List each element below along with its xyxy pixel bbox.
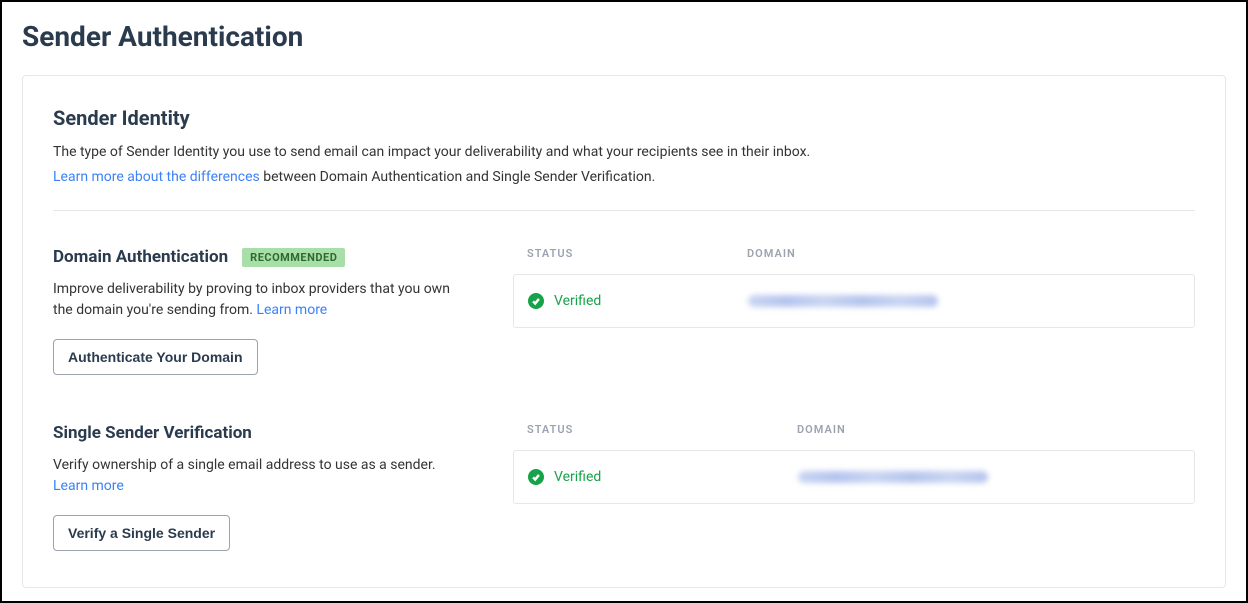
sender-identity-card: Sender Identity The type of Sender Ident… bbox=[22, 75, 1226, 588]
domain-auth-title: Domain Authentication bbox=[53, 247, 228, 267]
check-circle-icon bbox=[528, 469, 544, 485]
single-sender-learn-more-link[interactable]: Learn more bbox=[53, 478, 124, 494]
domain-header: DOMAIN bbox=[747, 247, 1181, 260]
recommended-badge: RECOMMENDED bbox=[242, 248, 345, 267]
table-row[interactable]: Verified bbox=[513, 450, 1195, 504]
domain-auth-learn-more-link[interactable]: Learn more bbox=[256, 302, 327, 318]
redacted-domain bbox=[748, 295, 938, 307]
table-header: STATUS DOMAIN bbox=[513, 247, 1195, 274]
status-text: Verified bbox=[554, 469, 601, 485]
single-sender-table: STATUS DOMAIN Verified bbox=[513, 423, 1195, 551]
verify-single-sender-button[interactable]: Verify a Single Sender bbox=[53, 515, 230, 551]
status-cell: Verified bbox=[528, 293, 748, 309]
single-sender-title: Single Sender Verification bbox=[53, 423, 252, 443]
authenticate-domain-button[interactable]: Authenticate Your Domain bbox=[53, 339, 258, 375]
domain-auth-table: STATUS DOMAIN Verified bbox=[513, 247, 1195, 375]
status-text: Verified bbox=[554, 293, 601, 309]
domain-cell bbox=[798, 471, 1180, 483]
domain-header: DOMAIN bbox=[797, 423, 1181, 436]
single-sender-row: Single Sender Verification Verify owners… bbox=[53, 423, 1195, 551]
table-row[interactable]: Verified bbox=[513, 274, 1195, 328]
intro-suffix: between Domain Authentication and Single… bbox=[260, 169, 656, 185]
sender-identity-title: Sender Identity bbox=[53, 106, 1195, 130]
table-header: STATUS DOMAIN bbox=[513, 423, 1195, 450]
sender-identity-intro2: Learn more about the differences between… bbox=[53, 167, 1195, 188]
status-header: STATUS bbox=[527, 423, 797, 436]
learn-differences-link[interactable]: Learn more about the differences bbox=[53, 169, 260, 185]
single-sender-desc: Verify ownership of a single email addre… bbox=[53, 455, 473, 497]
page-title: Sender Authentication bbox=[22, 20, 1226, 53]
domain-cell bbox=[748, 295, 1180, 307]
status-header: STATUS bbox=[527, 247, 747, 260]
domain-auth-desc: Improve deliverability by proving to inb… bbox=[53, 279, 473, 321]
single-sender-desc-text: Verify ownership of a single email addre… bbox=[53, 457, 436, 473]
redacted-domain bbox=[798, 471, 988, 483]
status-cell: Verified bbox=[528, 469, 798, 485]
check-circle-icon bbox=[528, 293, 544, 309]
domain-auth-row: Domain Authentication RECOMMENDED Improv… bbox=[53, 247, 1195, 375]
single-sender-left: Single Sender Verification Verify owners… bbox=[53, 423, 473, 551]
divider bbox=[53, 210, 1195, 211]
domain-auth-left: Domain Authentication RECOMMENDED Improv… bbox=[53, 247, 473, 375]
sender-identity-intro: The type of Sender Identity you use to s… bbox=[53, 142, 1195, 163]
domain-auth-desc-text: Improve deliverability by proving to inb… bbox=[53, 281, 450, 318]
